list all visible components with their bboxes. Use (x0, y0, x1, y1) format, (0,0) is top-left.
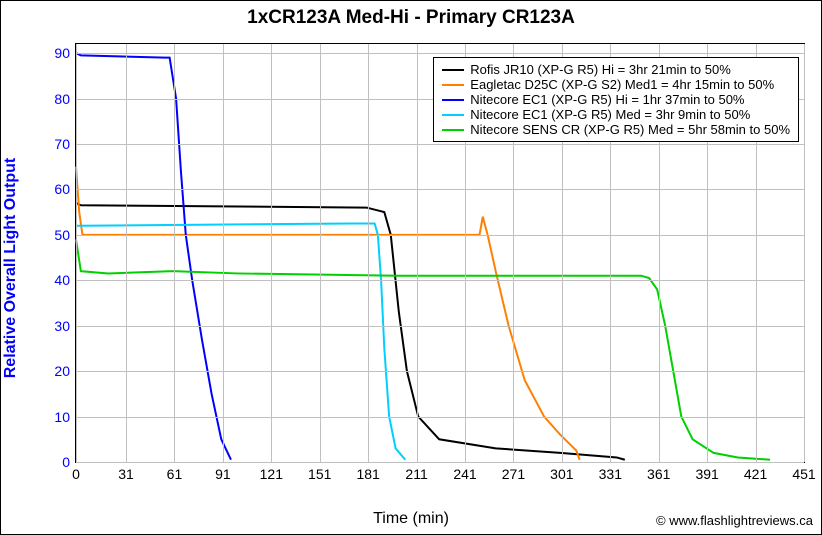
gridline-h (76, 462, 804, 463)
gridline-h (76, 280, 804, 281)
gridline-h (76, 144, 804, 145)
x-tick-label: 271 (502, 466, 525, 482)
gridline-v (126, 44, 127, 462)
x-tick-label: 241 (453, 466, 476, 482)
legend-swatch (442, 69, 464, 71)
x-tick-label: 91 (215, 466, 231, 482)
y-tick-label: 60 (54, 181, 70, 197)
credit-text: © www.flashlightreviews.ca (656, 513, 813, 528)
gridline-v (76, 44, 77, 462)
legend-swatch (442, 114, 464, 116)
legend-swatch (442, 129, 464, 131)
gridline-v (368, 44, 369, 462)
gridline-v (174, 44, 175, 462)
x-tick-label: 61 (167, 466, 183, 482)
gridline-h (76, 189, 804, 190)
y-axis-label: Relative Overall Light Output (2, 157, 20, 377)
gridline-h (76, 417, 804, 418)
legend-swatch (442, 84, 464, 86)
legend-item: Nitecore EC1 (XP-G R5) Med = 3hr 9min to… (442, 107, 790, 122)
y-tick-label: 90 (54, 45, 70, 61)
legend-label: Nitecore EC1 (XP-G R5) Med = 3hr 9min to… (470, 107, 750, 122)
legend-swatch (442, 99, 464, 101)
y-tick-label: 30 (54, 318, 70, 334)
x-tick-label: 361 (647, 466, 670, 482)
x-tick-label: 301 (550, 466, 573, 482)
x-tick-label: 181 (356, 466, 379, 482)
x-tick-label: 151 (308, 466, 331, 482)
x-tick-label: 391 (695, 466, 718, 482)
gridline-h (76, 235, 804, 236)
y-tick-label: 10 (54, 409, 70, 425)
chart-title: 1xCR123A Med-Hi - Primary CR123A (1, 7, 821, 29)
legend-label: Nitecore EC1 (XP-G R5) Hi = 1hr 37min to… (470, 92, 744, 107)
y-tick-label: 0 (62, 454, 70, 470)
gridline-v (223, 44, 224, 462)
x-tick-label: 421 (744, 466, 767, 482)
legend-item: Rofis JR10 (XP-G R5) Hi = 3hr 21min to 5… (442, 62, 790, 77)
y-tick-label: 50 (54, 227, 70, 243)
x-axis-label: Time (min) (373, 510, 449, 528)
gridline-v (804, 44, 805, 462)
gridline-h (76, 326, 804, 327)
legend-item: Nitecore SENS CR (XP-G R5) Med = 5hr 58m… (442, 122, 790, 137)
legend-item: Nitecore EC1 (XP-G R5) Hi = 1hr 37min to… (442, 92, 790, 107)
legend-item: Eagletac D25C (XP-G S2) Med1 = 4hr 15min… (442, 77, 790, 92)
y-tick-label: 70 (54, 136, 70, 152)
x-tick-label: 31 (118, 466, 134, 482)
gridline-v (320, 44, 321, 462)
x-tick-label: 211 (405, 466, 427, 482)
series-line (76, 203, 625, 460)
legend: Rofis JR10 (XP-G R5) Hi = 3hr 21min to 5… (433, 57, 799, 142)
x-tick-label: 451 (792, 466, 815, 482)
series-line (76, 53, 231, 460)
legend-label: Eagletac D25C (XP-G S2) Med1 = 4hr 15min… (470, 77, 774, 92)
gridline-h (76, 371, 804, 372)
gridline-v (271, 44, 272, 462)
x-tick-label: 121 (260, 466, 283, 482)
y-tick-label: 40 (54, 272, 70, 288)
legend-label: Nitecore SENS CR (XP-G R5) Med = 5hr 58m… (470, 122, 790, 137)
y-tick-label: 20 (54, 363, 70, 379)
series-line (76, 239, 770, 459)
y-tick-label: 80 (54, 91, 70, 107)
x-tick-label: 331 (599, 466, 622, 482)
legend-label: Rofis JR10 (XP-G R5) Hi = 3hr 21min to 5… (470, 62, 730, 77)
x-tick-label: 0 (72, 466, 80, 482)
gridline-v (417, 44, 418, 462)
chart-frame: 1xCR123A Med-Hi - Primary CR123A Relativ… (0, 0, 822, 535)
gridline-h (76, 53, 804, 54)
